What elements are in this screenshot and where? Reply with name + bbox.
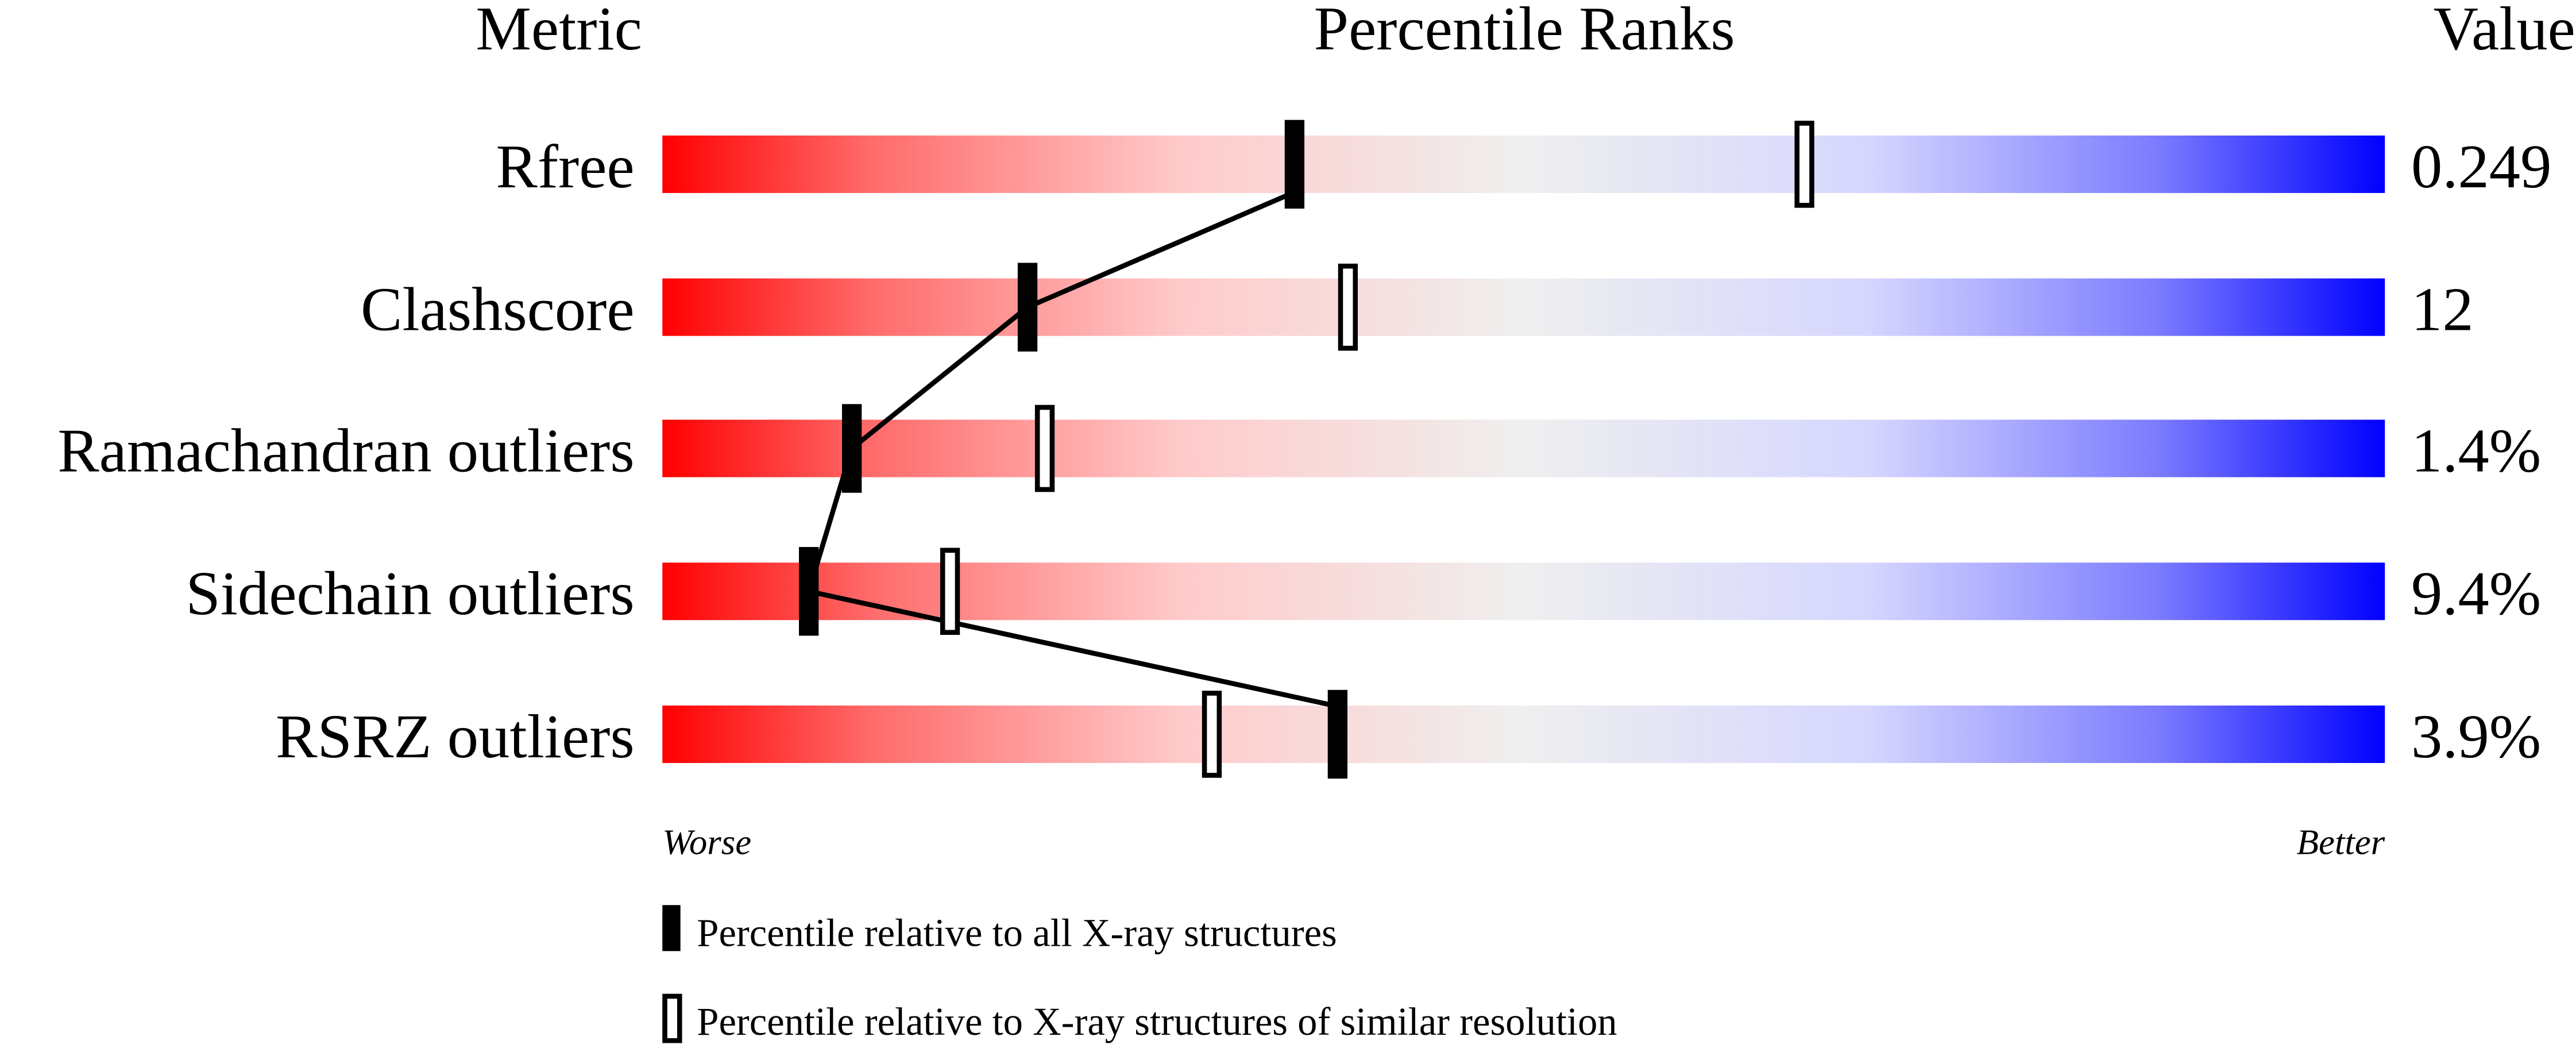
marker-all-structures	[1327, 689, 1348, 779]
metric-label: Sidechain outliers	[186, 559, 634, 628]
marker-all-structures	[1017, 263, 1038, 352]
percentile-bar	[662, 705, 2385, 763]
marker-all-structures	[799, 547, 819, 636]
percentile-bar	[662, 278, 2385, 336]
percentile-bar	[662, 419, 2385, 477]
marker-similar-resolution	[1794, 121, 1814, 208]
marker-similar-resolution	[1202, 691, 1222, 778]
percentile-bar	[662, 135, 2385, 193]
legend-open-label: Percentile relative to X-ray structures …	[697, 1000, 1617, 1043]
metric-label: Ramachandran outliers	[57, 417, 634, 486]
marker-all-structures	[841, 404, 862, 493]
better-label: Better	[2297, 822, 2385, 862]
marker-all-structures	[1284, 120, 1305, 209]
header-value: Value	[2434, 0, 2575, 63]
legend-filled-marker	[662, 905, 681, 951]
metric-value: 3.9%	[2411, 702, 2541, 771]
metric-value: 9.4%	[2411, 559, 2541, 628]
percentile-bar	[662, 562, 2385, 621]
header-percentile-ranks: Percentile Ranks	[1314, 0, 1735, 63]
marker-similar-resolution	[1338, 263, 1358, 351]
metric-value: 1.4%	[2411, 417, 2541, 486]
metric-label: Clashscore	[361, 275, 635, 344]
metric-value: 12	[2411, 275, 2474, 344]
legend-open-marker	[662, 993, 682, 1043]
metric-label: Rfree	[496, 132, 634, 201]
metric-value: 0.249	[2411, 132, 2551, 201]
marker-similar-resolution	[1034, 404, 1055, 492]
metric-label: RSRZ outliers	[276, 702, 635, 771]
worse-label: Worse	[662, 822, 751, 862]
legend-filled-label: Percentile relative to all X-ray structu…	[697, 911, 1337, 955]
marker-similar-resolution	[940, 548, 960, 635]
header-metric: Metric	[476, 0, 642, 63]
